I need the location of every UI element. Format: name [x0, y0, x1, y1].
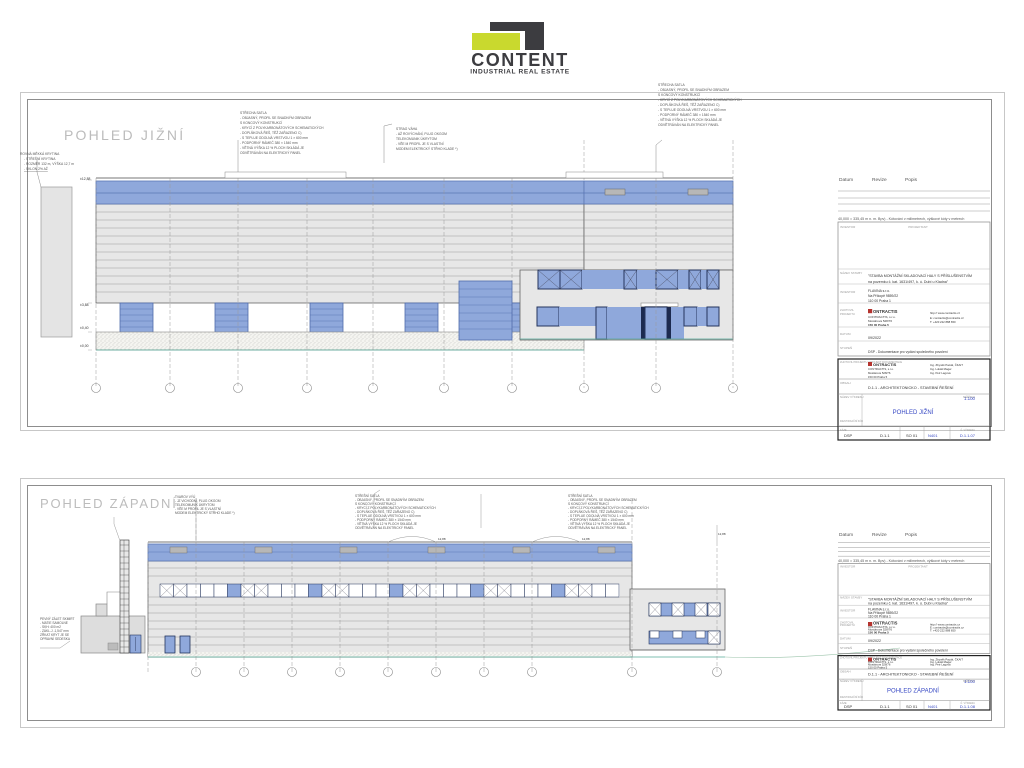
- svg-text:PROJEKTANT: PROJEKTANT: [908, 565, 928, 569]
- svg-text:12,88: 12,88: [438, 537, 446, 541]
- svg-text:Revize: Revize: [872, 532, 887, 538]
- svg-text:na pozemku č. kat. 1631/497, k: na pozemku č. kat. 1631/497, k. ú. Dubí …: [868, 602, 949, 606]
- svg-text:D.1.1: D.1.1: [880, 704, 890, 709]
- svg-text:OPRAVNÍ SEDESKA: OPRAVNÍ SEDESKA: [40, 637, 71, 641]
- svg-text:D.1.1 - ARCHITEKTONICKO - STAV: D.1.1 - ARCHITEKTONICKO - STAVEBNÍ ŘEŠEN…: [868, 672, 954, 677]
- svg-text:12,88: 12,88: [718, 532, 726, 536]
- svg-text:Datum: Datum: [839, 532, 853, 538]
- svg-text:110 00 Praha 1: 110 00 Praha 1: [868, 614, 891, 618]
- svg-text:INVESTOR: INVESTOR: [840, 565, 856, 569]
- svg-text:DATUM: DATUM: [840, 636, 851, 640]
- svg-text:Ing. Petr Lagová: Ing. Petr Lagová: [930, 663, 951, 667]
- svg-text:Popis: Popis: [905, 532, 918, 538]
- svg-text:OBSAH: OBSAH: [840, 669, 851, 673]
- svg-text:T: +420 222 888 650: T: +420 222 888 650: [930, 628, 956, 632]
- svg-text:150 00 Praha 5: 150 00 Praha 5: [868, 630, 889, 634]
- svg-text:DSP - Dokumentace pro vydání s: DSP - Dokumentace pro vydání společného …: [868, 649, 948, 653]
- svg-text:40,000 = 335,45 m n. m. Bpv) -: 40,000 = 335,45 m n. m. Bpv) - Kótování …: [838, 559, 964, 563]
- svg-text:SO 01: SO 01: [906, 704, 918, 709]
- svg-text:POHLED ZÁPADNÍ: POHLED ZÁPADNÍ: [40, 496, 178, 511]
- svg-text:INVESTOR: INVESTOR: [840, 608, 856, 612]
- svg-text:DSP: DSP: [844, 704, 853, 709]
- svg-text:POHLED ZÁPADNÍ: POHLED ZÁPADNÍ: [887, 688, 939, 695]
- svg-text:D.1.1.08: D.1.1.08: [960, 704, 976, 709]
- svg-text:PROJEKTU: PROJEKTU: [840, 623, 855, 627]
- svg-text:STUPEŇ: STUPEŇ: [840, 645, 852, 650]
- svg-text:09/2022: 09/2022: [868, 639, 881, 643]
- svg-text:ODVĔTRÁVÁN NA ELEKTRICKÝ PANEL: ODVĔTRÁVÁN NA ELEKTRICKÝ PANEL: [568, 525, 627, 530]
- svg-text:NÁZEV STAVBY: NÁZEV STAVBY: [840, 595, 862, 599]
- svg-text:IDENTIFIKAČNÍ KÓD: IDENTIFIKAČNÍ KÓD: [840, 696, 863, 699]
- svg-text:12,88: 12,88: [582, 537, 590, 541]
- svg-text:150 00 Praha 5: 150 00 Praha 5: [868, 665, 888, 669]
- svg-text:NÁZEV VÝKRESU: NÁZEV VÝKRESU: [840, 679, 863, 683]
- svg-text:MODEM ELEKTRICKÝ STŘHO KLADE *: MODEM ELEKTRICKÝ STŘHO KLADE *): [175, 510, 235, 515]
- svg-text:ODVĔTRÁVÁN NA ELEKTRICKÝ PANEL: ODVĔTRÁVÁN NA ELEKTRICKÝ PANEL: [355, 525, 414, 530]
- svg-text:N401: N401: [928, 704, 938, 709]
